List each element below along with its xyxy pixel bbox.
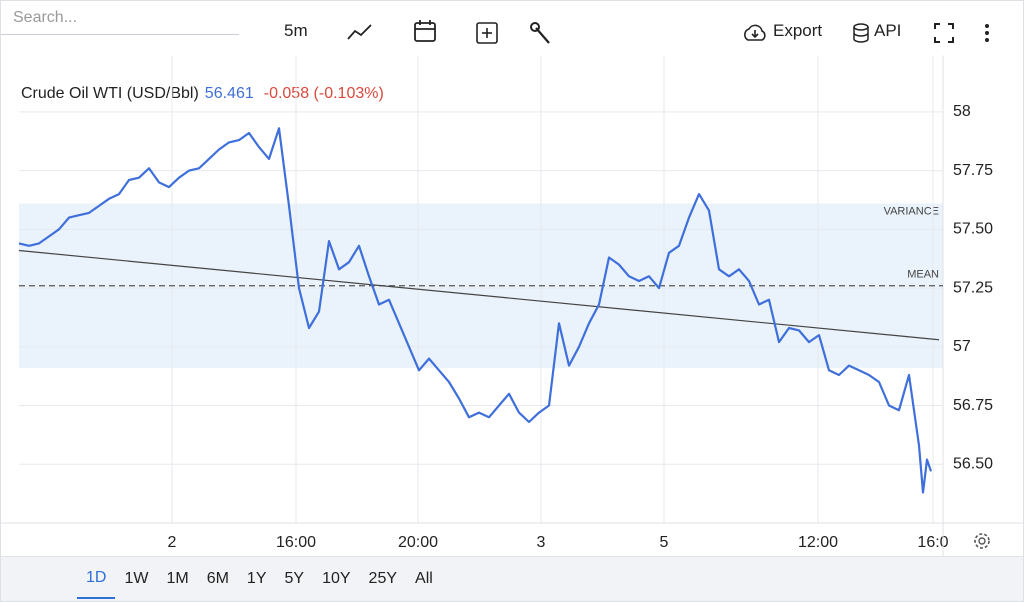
x-tick-label: 3 [537, 534, 546, 551]
range-button[interactable]: 5Y [284, 570, 305, 587]
y-tick-label: 58 [953, 103, 971, 120]
x-tick-label: 16:0 [917, 534, 948, 551]
y-tick-label: 57.25 [953, 279, 993, 296]
api-icon[interactable] [852, 23, 870, 43]
export-icon[interactable] [741, 23, 769, 43]
y-tick-label: 57.50 [953, 221, 993, 238]
export-button[interactable]: Export [773, 21, 823, 40]
x-tick-label: 16:00 [276, 534, 316, 551]
range-button[interactable]: 1D [77, 559, 116, 599]
x-tick-label: 5 [660, 534, 669, 551]
chart-title: Crude Oil WTI (USD/Bbl) [21, 85, 199, 102]
mean-label: MEAN [907, 269, 939, 281]
y-tick-label: 56.75 [953, 397, 993, 414]
last-price: 56.461 [205, 85, 254, 102]
range-button[interactable]: 1W [124, 570, 149, 587]
range-button[interactable]: 1Y [246, 570, 267, 587]
interval-button[interactable]: 5m [284, 21, 308, 40]
y-tick-label: 57 [953, 338, 971, 355]
range-button[interactable]: 1M [166, 570, 189, 587]
x-tick-label: 12:00 [798, 534, 838, 551]
chart-type-icon[interactable] [346, 21, 374, 45]
x-tick-label: 2 [168, 534, 177, 551]
y-tick-label: 57.75 [953, 162, 993, 179]
x-tick-label: 20:00 [398, 534, 438, 551]
api-button[interactable]: API [874, 21, 902, 40]
price-line [18, 127, 933, 494]
search-input[interactable]: Search... [1, 1, 239, 35]
range-bar: 1D 1W 1M 6M 1Y 5Y 10Y 25Y All [1, 556, 1023, 601]
more-icon[interactable] [983, 23, 991, 43]
range-button[interactable]: 6M [206, 570, 229, 587]
range-button[interactable]: All [415, 570, 433, 587]
y-tick-label: 56.50 [953, 455, 993, 472]
price-change: -0.058 (-0.103%) [264, 85, 384, 102]
settings-wrench-icon[interactable] [529, 21, 553, 47]
settings-gear[interactable] [974, 533, 990, 549]
chart: Crude Oil WTI (USD/Bbl) 56.461 -0.058 (-… [1, 55, 1023, 556]
calendar-icon[interactable] [413, 19, 437, 45]
fullscreen-icon[interactable] [933, 22, 955, 44]
add-indicator-icon[interactable] [475, 21, 499, 45]
range-button[interactable]: 25Y [368, 570, 398, 587]
variance-label: VARIANCE [884, 205, 939, 217]
trendline [18, 249, 940, 341]
range-button[interactable]: 10Y [322, 570, 351, 587]
